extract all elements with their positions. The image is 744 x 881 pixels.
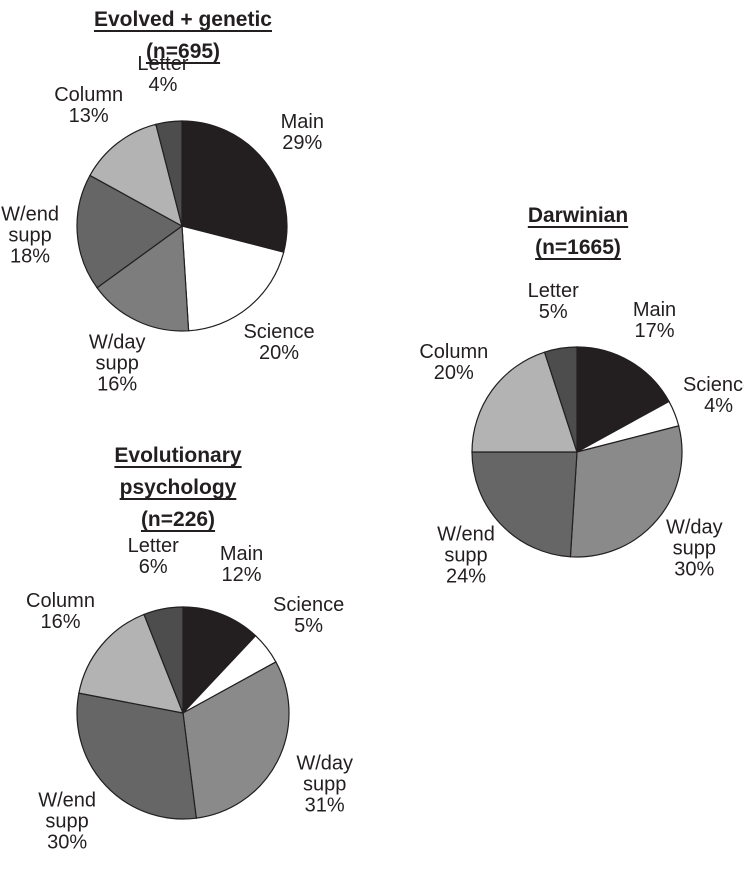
category-label: Science bbox=[273, 593, 345, 616]
slice-label: Column 13% bbox=[54, 83, 124, 127]
pie-slice bbox=[143, 606, 184, 714]
value-label: 6% bbox=[138, 555, 168, 578]
pie-slice bbox=[78, 613, 184, 714]
value-label: 17% bbox=[634, 319, 675, 342]
value-label: 4% bbox=[704, 394, 733, 417]
pie-slice bbox=[471, 351, 578, 453]
slice-label: Letter 5% bbox=[527, 279, 579, 323]
category-label: Science bbox=[243, 321, 315, 344]
slice-label: Main 29% bbox=[280, 110, 324, 154]
slice-label: W/end supp 18% bbox=[1, 204, 59, 267]
title-text: Darwinian bbox=[527, 204, 629, 227]
pie-slice bbox=[576, 346, 670, 454]
pie-slice bbox=[76, 174, 184, 289]
slice-label: W/day supp 31% bbox=[296, 752, 353, 817]
category-label: W/end supp bbox=[1, 203, 59, 247]
value-label: 5% bbox=[294, 614, 324, 637]
value-label: 29% bbox=[282, 131, 323, 154]
subtitle-text: (n=226) bbox=[140, 508, 216, 531]
chart-title: Evolutionary psychology (n=226) bbox=[98, 440, 258, 536]
pie-slice bbox=[181, 225, 285, 332]
slice-label: W/end supp 24% bbox=[437, 523, 495, 588]
category-label: Letter bbox=[137, 52, 189, 75]
pie-slice bbox=[181, 120, 288, 253]
pie-slice bbox=[471, 451, 578, 558]
slice-label: Main 12% bbox=[220, 544, 263, 586]
slice-label: Column 20% bbox=[419, 340, 489, 384]
slice-label: Letter 6% bbox=[127, 534, 179, 578]
category-label: W/day supp bbox=[665, 516, 723, 560]
category-label: Science bbox=[682, 373, 744, 396]
title-text: Evolutionary psychology bbox=[114, 444, 242, 499]
pie-slice bbox=[182, 661, 290, 819]
slice-label: Science4% bbox=[682, 373, 744, 417]
pie-slice bbox=[76, 692, 197, 820]
chart-title: Darwinian (n=1665) bbox=[478, 200, 678, 264]
value-label: 20% bbox=[433, 361, 474, 384]
value-label: 31% bbox=[304, 794, 345, 817]
slice-label: Main 17% bbox=[632, 298, 677, 342]
category-label: W/end supp bbox=[38, 789, 96, 833]
category-label: W/day supp bbox=[88, 331, 146, 375]
value-label: 12% bbox=[221, 564, 262, 587]
value-label: 4% bbox=[148, 73, 178, 96]
title-text: Evolved + genetic bbox=[94, 8, 272, 31]
pie-slice bbox=[182, 606, 257, 715]
category-label: Column bbox=[26, 589, 95, 612]
pie-slice bbox=[569, 425, 683, 558]
value-label: 30% bbox=[47, 831, 88, 854]
category-label: Main bbox=[632, 298, 677, 321]
value-label: 18% bbox=[10, 245, 51, 268]
slice-label: W/day supp 16% bbox=[89, 332, 146, 395]
category-label: Letter bbox=[127, 534, 179, 557]
slice-label: Science 20% bbox=[243, 322, 314, 364]
value-label: 30% bbox=[674, 558, 715, 581]
category-label: W/day supp bbox=[296, 752, 353, 796]
subtitle-text: (n=695) bbox=[145, 40, 221, 63]
pie-slice bbox=[89, 123, 183, 228]
value-label: 13% bbox=[68, 104, 109, 127]
slice-label: Column 16% bbox=[26, 589, 95, 633]
category-label: Letter bbox=[527, 279, 579, 302]
subtitle-text: (n=1665) bbox=[535, 236, 621, 259]
pie-slice bbox=[543, 346, 578, 453]
category-label: Column bbox=[54, 83, 124, 106]
slice-label: Science 5% bbox=[273, 593, 345, 637]
slice-label: W/end supp 30% bbox=[38, 790, 96, 853]
category-label: W/end supp bbox=[437, 523, 495, 567]
category-label: Column bbox=[419, 340, 489, 363]
value-label: 16% bbox=[40, 610, 81, 633]
value-label: 5% bbox=[538, 300, 568, 323]
chart-title: Evolved + genetic (n=695) bbox=[63, 4, 303, 68]
pie-slice bbox=[96, 224, 190, 332]
category-label: Main bbox=[219, 543, 264, 566]
value-label: 20% bbox=[259, 342, 300, 365]
slice-label: W/day supp 30% bbox=[665, 516, 723, 581]
value-label: 24% bbox=[445, 565, 487, 588]
pie-slice bbox=[155, 120, 183, 227]
slice-label: Letter 4% bbox=[137, 52, 189, 96]
value-label: 16% bbox=[97, 373, 138, 396]
category-label: Main bbox=[280, 110, 324, 133]
